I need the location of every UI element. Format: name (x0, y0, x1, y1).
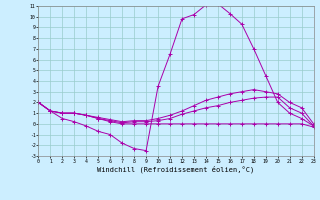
X-axis label: Windchill (Refroidissement éolien,°C): Windchill (Refroidissement éolien,°C) (97, 165, 255, 173)
